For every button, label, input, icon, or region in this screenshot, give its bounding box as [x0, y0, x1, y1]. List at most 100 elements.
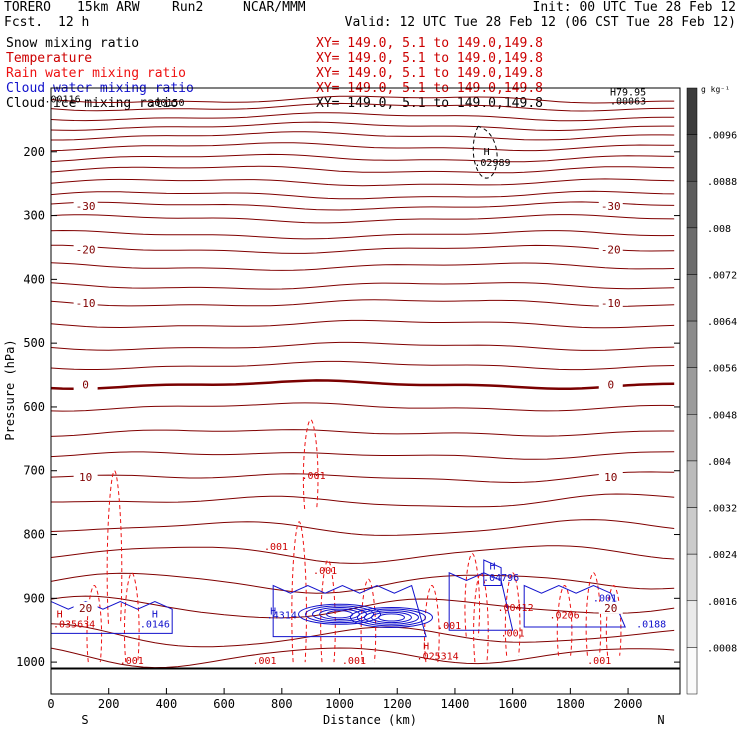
isotherm-label: 0 [82, 379, 89, 392]
rain-contour [123, 572, 140, 663]
rain-contour [424, 585, 440, 663]
colorbar-label: .0008 [707, 643, 737, 654]
rain-contour [464, 553, 481, 637]
contour-annotation: .025314 [417, 652, 459, 663]
contour-annotation: .001 [501, 629, 525, 640]
isotherm-label-bg [73, 243, 98, 256]
x-tick-label: 800 [271, 697, 293, 711]
isotherm-line [51, 214, 675, 224]
colorbar-label: .0024 [707, 550, 737, 561]
isotherm-label: -20 [76, 243, 96, 256]
cloud-water-contour [523, 584, 626, 628]
colorbar-swatch [686, 227, 698, 275]
colorbar-label: .008 [707, 224, 731, 235]
valid-time: Valid: 12 UTC Tue 28 Feb 12 (06 CST Tue … [344, 15, 736, 30]
isotherm-label-bg [73, 200, 98, 213]
cloud-water-contour [363, 610, 419, 625]
y-tick-label: 200 [23, 145, 45, 159]
contour-annotation: .02989 [474, 158, 510, 169]
isotherm-label: -30 [76, 200, 96, 213]
rain-contour [504, 572, 521, 656]
colorbar-label: .0088 [707, 177, 737, 188]
colorbar-unit: g kg⁻¹ [701, 85, 730, 94]
isotherm-label-bg [73, 378, 98, 391]
contour-annotation: H [484, 147, 490, 158]
isotherm-line [51, 165, 675, 174]
y-tick-label: 900 [23, 591, 45, 605]
contour-annotation: H [57, 609, 63, 620]
plot-frame [50, 87, 681, 695]
contour-annotation: .001 [120, 656, 144, 667]
colorbar-label: .0072 [707, 270, 737, 281]
x-tick-label: 1200 [383, 697, 412, 711]
rain-contour [291, 521, 307, 663]
y-tick-label: 400 [23, 272, 45, 286]
contour-annotation: .00412 [497, 603, 533, 614]
x-tick-label: 1600 [498, 697, 527, 711]
colorbar-label: .0048 [707, 410, 737, 421]
isotherm-label-bg [598, 200, 623, 213]
isotherm-line [51, 360, 675, 371]
isotherm-line [51, 190, 675, 200]
isotherm-line [51, 131, 675, 141]
isotherm-line [51, 102, 675, 112]
colorbar-swatch [686, 507, 698, 555]
contour-annotation: .00063 [610, 97, 646, 108]
rain-contour [86, 585, 103, 663]
x-tick-label: 400 [156, 697, 178, 711]
rain-contour [473, 572, 489, 663]
model-name: TORERO [4, 0, 51, 15]
contour-annotation: .0188 [636, 620, 666, 631]
forecast-hour: 12 h [58, 15, 90, 30]
isotherm-line [51, 572, 675, 594]
isotherm-line [51, 519, 675, 536]
rain-contour [585, 572, 602, 656]
colorbar-label: .0016 [707, 597, 737, 608]
isotherm-line [51, 142, 675, 152]
y-tick-label: 300 [23, 209, 45, 223]
isotherm-label: -10 [601, 297, 621, 310]
contour-annotation: .00150 [148, 98, 184, 109]
colorbar-swatch [686, 414, 698, 462]
y-tick-label: 800 [23, 528, 45, 542]
isotherm-line [51, 178, 675, 187]
contour-annotation: H [152, 609, 158, 620]
y-tick-label: 500 [23, 336, 45, 350]
colorbar-label: .004 [707, 457, 731, 468]
isotherm-line [51, 201, 675, 211]
isotherm-line [51, 451, 675, 460]
isotherm-line [51, 262, 675, 271]
isotherm-label: -10 [76, 297, 96, 310]
rain-contour [360, 578, 377, 663]
isotherm-label-bg [73, 296, 98, 309]
isotherm-line [51, 95, 675, 104]
isotherm-line [51, 402, 675, 412]
rain-contour [106, 470, 123, 624]
contour-annotation: .0206 [550, 611, 580, 622]
x-tick-label: 0 [47, 697, 54, 711]
contour-annotation: .001 [264, 542, 288, 553]
colorbar-label: .0056 [707, 364, 737, 375]
isotherm-label: 20 [79, 602, 92, 615]
north-end-label: N [657, 713, 664, 727]
isotherm-label-bg [73, 601, 98, 614]
contour-annotation: .001 [302, 471, 326, 482]
field-coords: XY= 149.0, 5.1 to 149.0,149.8 [316, 36, 543, 51]
colorbar-label: .0032 [707, 504, 737, 515]
isotherm-label: -30 [601, 200, 621, 213]
isotherm-line [51, 299, 675, 307]
isotherm-line [51, 595, 675, 619]
snow-contour [472, 125, 498, 179]
colorbar-label: .0064 [707, 317, 737, 328]
colorbar-label: .0096 [707, 131, 737, 142]
cloud-water-contour [51, 600, 173, 634]
isotherm-label: 20 [604, 602, 617, 615]
colorbar-swatch [686, 274, 698, 322]
colorbar-swatch [686, 600, 698, 648]
organization: NCAR/MMM [243, 0, 306, 15]
contour-annotation: H [423, 641, 429, 652]
contour-annotation: .0146 [140, 620, 170, 631]
field-name: Rain water mixing ratio [6, 66, 187, 81]
